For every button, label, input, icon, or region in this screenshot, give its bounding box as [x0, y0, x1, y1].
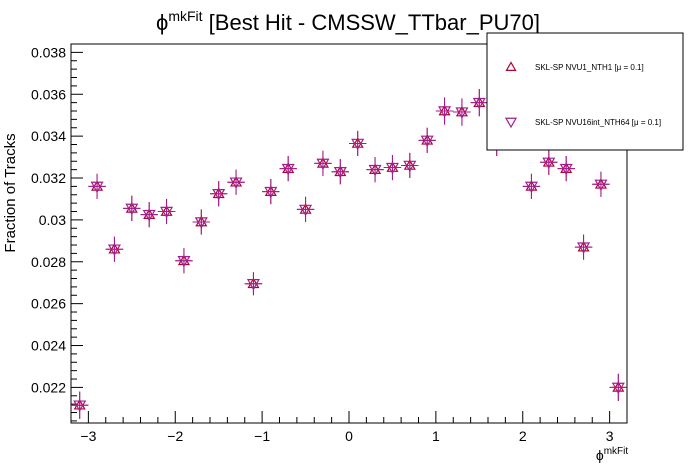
- x-axis-label-main: ϕ: [596, 447, 604, 463]
- x-axis-label: ϕmkFit: [596, 446, 629, 463]
- x-axis-label-superscript: mkFit: [604, 446, 629, 457]
- legend-entry-2-label: SKL-SP NVU16int_NTH64 [μ = 0.1]: [535, 118, 661, 127]
- data-point-series-2: [299, 204, 313, 217]
- y-tick-label: 0.034: [31, 128, 66, 144]
- y-tick-label: 0.032: [31, 170, 66, 186]
- data-point-series-2: [316, 158, 330, 171]
- y-tick-label: 0.03: [39, 212, 66, 228]
- data-point-series-2: [351, 138, 365, 151]
- legend-marker-triangle-down-icon: [504, 117, 518, 129]
- data-point-series-2: [420, 135, 434, 148]
- x-tick-label: −3: [80, 428, 96, 444]
- data-point-series-2: [264, 186, 278, 199]
- legend-entry-1-label: SKL-SP NVU1_NTH1 [μ = 0.1]: [535, 63, 644, 72]
- legend-marker-triangle-up-icon: [505, 61, 517, 71]
- data-point-series-2: [212, 188, 226, 201]
- data-point-series-2: [594, 179, 608, 192]
- data-point-series-2: [73, 400, 87, 412]
- data-point-series-2: [281, 163, 295, 176]
- x-tick-label: −1: [254, 428, 270, 444]
- x-tick-label: 2: [519, 428, 527, 444]
- data-point-series-2: [403, 160, 417, 173]
- y-tick-label: 0.026: [31, 296, 66, 312]
- data-point-series-2: [90, 181, 104, 194]
- data-point-series-2: [559, 163, 573, 176]
- x-tick-label: −2: [167, 428, 183, 444]
- data-point-series-2: [160, 206, 174, 219]
- y-axis-label: Fraction of Tracks: [2, 133, 19, 252]
- y-axis-ticks: 0.022 0.024 0.026 0.028 0.03 0.032 0.034 0.036 0…: [31, 43, 83, 422]
- x-tick-label: 3: [606, 428, 614, 444]
- chart-title-superscript: mkFit: [168, 8, 202, 24]
- data-point-series-2: [125, 203, 139, 216]
- legend-box: [486, 32, 684, 151]
- chart-title: ϕmkFit [Best Hit - CMSSW_TTbar_PU70]: [156, 8, 540, 35]
- data-point-series-2: [385, 162, 399, 175]
- legend: SKL-SP NVU1_NTH1 [μ = 0.1] SKL-SP NVU16i…: [486, 32, 684, 151]
- data-point-series-2: [542, 157, 556, 170]
- data-point-series-2: [611, 382, 625, 395]
- data-point-series-2: [524, 181, 538, 194]
- data-point-series-2: [368, 164, 382, 177]
- legend-entries: [504, 61, 518, 129]
- data-point-series-2: [577, 242, 591, 254]
- data-point-series-2: [333, 167, 347, 179]
- x-tick-label: 0: [345, 428, 353, 444]
- x-tick-label: 1: [432, 428, 440, 444]
- y-tick-label: 0.038: [31, 44, 66, 60]
- y-tick-label: 0.028: [31, 254, 66, 270]
- data-point-series-2: [194, 217, 208, 229]
- data-point-series-2: [107, 244, 121, 256]
- data-point-series-2: [229, 177, 243, 189]
- chart-title-rest: [Best Hit - CMSSW_TTbar_PU70]: [203, 10, 540, 35]
- data-point-series-2: [177, 255, 191, 268]
- data-point-series-2: [438, 106, 452, 118]
- data-point-series-2: [246, 279, 260, 291]
- x-axis-ticks: −3 −2 −1 0 1 2 3: [70, 411, 628, 444]
- y-tick-label: 0.036: [31, 86, 66, 102]
- data-point-series-2: [455, 107, 469, 119]
- y-tick-label: 0.022: [31, 379, 66, 395]
- chart-title-main: ϕ: [156, 10, 168, 35]
- data-point-series-2: [142, 209, 156, 222]
- data-point-series-2: [472, 97, 486, 110]
- y-tick-label: 0.024: [31, 338, 66, 354]
